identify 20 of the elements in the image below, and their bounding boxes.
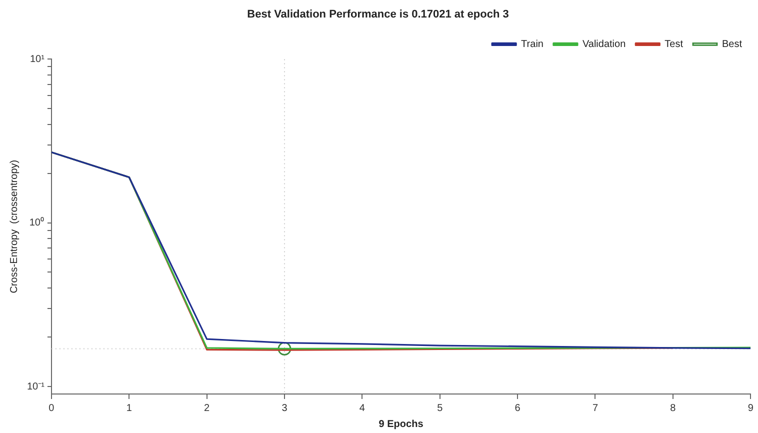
y-axis-title: Cross-Entropy (crossentropy) <box>8 160 20 294</box>
x-tick-label: 5 <box>437 402 444 414</box>
legend-label: Validation <box>582 38 626 50</box>
y-tick-label: 10⁰ <box>29 216 44 229</box>
x-tick-label: 1 <box>126 402 132 414</box>
y-tick-label: 10⁻¹ <box>27 381 46 392</box>
legend-label: Best <box>722 38 742 50</box>
x-axis-title: 9 Epochs <box>378 418 424 430</box>
x-tick-label: 9 <box>748 402 754 414</box>
y-tick-label: 10¹ <box>30 54 46 65</box>
x-tick-label: 0 <box>48 402 55 414</box>
legend-label: Test <box>664 38 684 50</box>
x-tick-label: 7 <box>592 402 598 414</box>
x-tick-label: 3 <box>282 402 288 414</box>
x-tick-label: 6 <box>514 402 521 414</box>
x-tick-label: 4 <box>359 402 366 414</box>
chart-title: Best Validation Performance is 0.17021 at epoch 3 <box>247 8 509 21</box>
x-tick-label: 8 <box>670 402 676 414</box>
x-tick-label: 2 <box>204 402 210 414</box>
legend-label: Train <box>521 38 544 50</box>
